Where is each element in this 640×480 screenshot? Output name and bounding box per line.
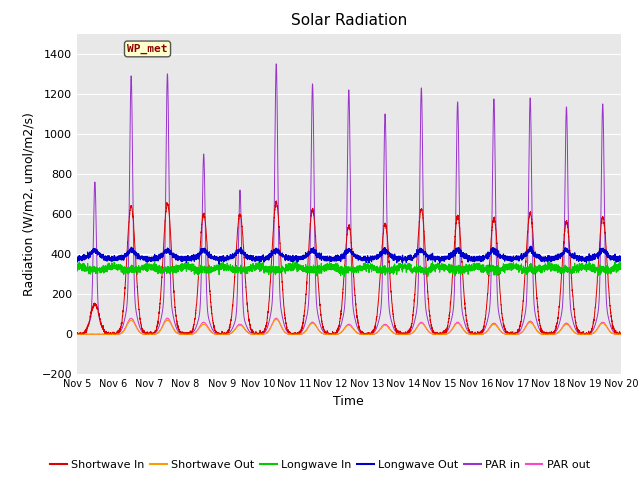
Longwave Out	[617, 258, 625, 264]
PAR out	[171, 327, 179, 333]
Shortwave In	[171, 299, 179, 304]
Line: Shortwave Out: Shortwave Out	[77, 319, 621, 334]
Shortwave In	[273, 198, 280, 204]
Longwave Out	[215, 261, 223, 267]
Shortwave Out	[441, 331, 449, 337]
Longwave Out	[527, 243, 534, 249]
Longwave Out	[471, 258, 479, 264]
Longwave In	[424, 274, 431, 279]
Shortwave Out	[616, 331, 624, 337]
PAR in	[616, 331, 624, 337]
Line: PAR in: PAR in	[77, 64, 621, 334]
Shortwave In	[329, 328, 337, 334]
Longwave Out	[73, 254, 81, 260]
PAR in	[218, 331, 226, 337]
Shortwave Out	[329, 331, 337, 337]
Longwave In	[328, 265, 336, 271]
Shortwave In	[441, 330, 449, 336]
Line: Longwave In: Longwave In	[77, 261, 621, 276]
PAR in	[471, 331, 479, 337]
Longwave Out	[441, 255, 449, 261]
Longwave In	[616, 265, 624, 271]
PAR in	[617, 331, 625, 337]
Shortwave Out	[273, 316, 280, 322]
PAR out	[73, 331, 81, 337]
Longwave In	[586, 258, 593, 264]
PAR out	[273, 315, 280, 321]
Shortwave Out	[471, 331, 479, 337]
PAR in	[171, 319, 179, 325]
Longwave In	[502, 262, 509, 267]
Longwave Out	[329, 255, 337, 261]
Shortwave Out	[502, 331, 509, 337]
Shortwave In	[616, 331, 624, 337]
Text: WP_met: WP_met	[127, 44, 168, 54]
Longwave In	[471, 266, 479, 272]
PAR in	[329, 331, 337, 337]
PAR out	[329, 331, 337, 337]
Shortwave Out	[171, 328, 179, 334]
PAR out	[616, 331, 624, 337]
Line: Longwave Out: Longwave Out	[77, 246, 621, 264]
Y-axis label: Radiation (W/m2, umol/m2/s): Radiation (W/m2, umol/m2/s)	[23, 112, 36, 296]
PAR out	[617, 331, 625, 337]
Shortwave Out	[73, 331, 81, 337]
PAR in	[441, 331, 449, 336]
Shortwave Out	[73, 331, 81, 337]
Longwave In	[73, 260, 81, 266]
PAR out	[502, 331, 509, 337]
Longwave Out	[502, 253, 509, 259]
PAR in	[73, 331, 81, 337]
Shortwave In	[471, 330, 479, 336]
Line: PAR out: PAR out	[77, 318, 621, 334]
PAR in	[502, 330, 509, 336]
Longwave In	[617, 266, 625, 272]
Longwave In	[171, 264, 179, 269]
Shortwave In	[73, 331, 81, 337]
PAR out	[73, 331, 81, 337]
Title: Solar Radiation: Solar Radiation	[291, 13, 407, 28]
Shortwave In	[617, 331, 625, 337]
Line: Shortwave In: Shortwave In	[77, 201, 621, 334]
Legend: Shortwave In, Shortwave Out, Longwave In, Longwave Out, PAR in, PAR out: Shortwave In, Shortwave Out, Longwave In…	[45, 456, 595, 474]
Shortwave Out	[617, 331, 625, 337]
PAR out	[441, 331, 449, 337]
Shortwave In	[502, 329, 509, 335]
Shortwave In	[73, 331, 81, 336]
Longwave In	[441, 264, 449, 270]
Longwave Out	[171, 251, 179, 257]
PAR out	[471, 331, 479, 337]
PAR in	[273, 61, 280, 67]
Longwave Out	[616, 257, 624, 263]
X-axis label: Time: Time	[333, 395, 364, 408]
